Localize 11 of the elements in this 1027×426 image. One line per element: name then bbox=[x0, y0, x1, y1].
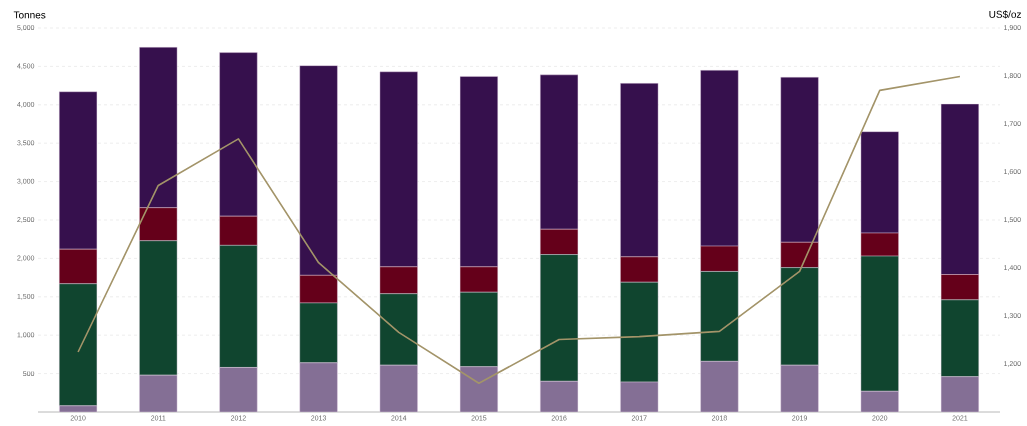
bar bbox=[299, 362, 338, 412]
y-axis-title: Tonnes bbox=[13, 11, 46, 19]
bar bbox=[540, 381, 579, 412]
bar bbox=[219, 367, 258, 412]
line-series bbox=[77, 75, 961, 384]
y2-axis-title: US$/oz bbox=[989, 10, 1021, 19]
bar bbox=[940, 376, 979, 412]
bar bbox=[700, 361, 739, 412]
bar bbox=[139, 374, 178, 412]
bar bbox=[780, 364, 819, 412]
bar bbox=[379, 364, 418, 412]
